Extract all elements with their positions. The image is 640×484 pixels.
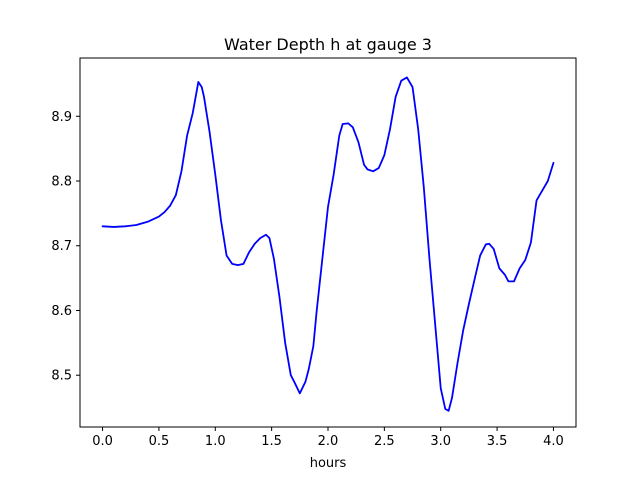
- series-line: [101, 76, 555, 412]
- y-tick-label: 8.7: [51, 239, 72, 254]
- y-tick-label: 8.8: [51, 175, 72, 190]
- y-tick-label: 8.6: [51, 304, 72, 319]
- y-tick-label: 8.5: [51, 369, 72, 384]
- chart-title: Water Depth h at gauge 3: [224, 35, 432, 54]
- x-tick-label: 0.5: [149, 434, 170, 449]
- axes-frame: [79, 57, 577, 428]
- x-tick-label: 1.5: [261, 434, 282, 449]
- y-tick-label: 8.9: [51, 110, 72, 125]
- x-tick-label: 2.5: [374, 434, 395, 449]
- plot-area: [101, 76, 555, 412]
- x-axis-label: hours: [310, 456, 347, 471]
- x-tick-label: 4.0: [543, 434, 564, 449]
- x-tick-label: 0.0: [92, 434, 113, 449]
- axes: 0.0 0.5 1.0 1.5 2.0 2.5 3.0 3.5 4.0 8.5 8.6 8.7 8.8 8…: [51, 110, 563, 449]
- x-tick-label: 3.5: [487, 434, 508, 449]
- x-tick-label: 1.0: [205, 434, 226, 449]
- x-tick-label: 3.0: [430, 434, 451, 449]
- x-tick-label: 2.0: [318, 434, 339, 449]
